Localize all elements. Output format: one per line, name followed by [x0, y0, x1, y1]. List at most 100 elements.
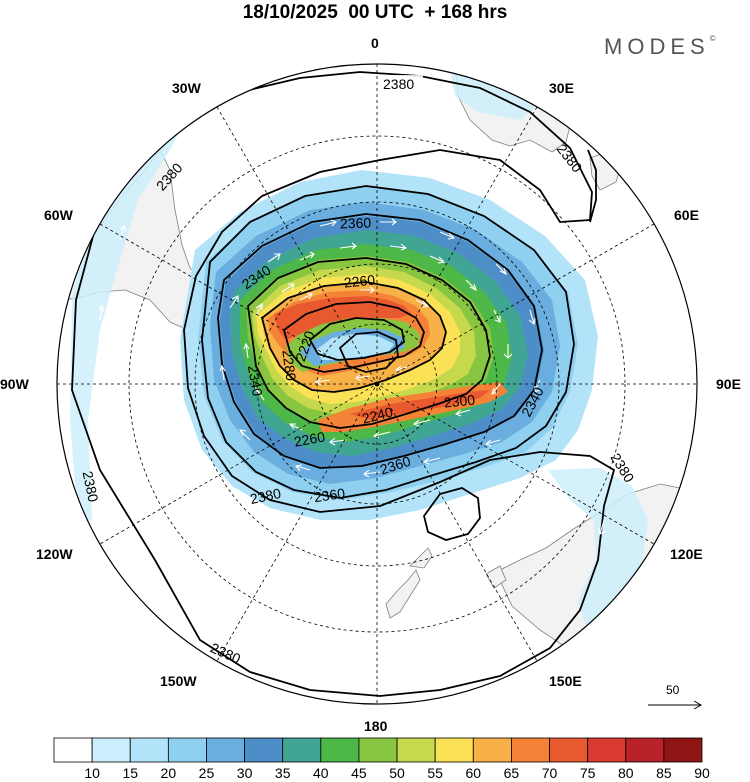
colorbar-tick-label: 10 — [84, 765, 100, 781]
contour-2380-ne-lobe — [587, 149, 597, 223]
contour-label: 2260 — [293, 428, 327, 449]
contour-label: 2380 — [249, 485, 283, 507]
contour-low-center — [338, 331, 399, 373]
wind-arrow — [243, 342, 250, 359]
longitude-label-150w: 150W — [160, 673, 197, 689]
land-tasmania — [485, 565, 507, 589]
contour-2220 — [308, 317, 405, 361]
colorbar-swatch — [549, 737, 589, 763]
longitude-label-120w: 120W — [36, 546, 73, 562]
wind-arrow — [491, 383, 501, 395]
wind-arrow — [380, 218, 397, 226]
wind-arrow — [299, 292, 313, 301]
map-title: 18/10/2025 00 UTC + 168 hrs — [242, 2, 508, 23]
contour-2340 — [217, 213, 543, 469]
colorbar-swatch — [91, 737, 131, 763]
colorbar-tick-label: 75 — [579, 765, 596, 781]
wind-arrow — [439, 231, 456, 240]
brand-name: MODES — [604, 34, 710, 59]
wind-arrow — [355, 373, 371, 382]
wind-arrow — [299, 251, 315, 261]
longitude-label-120e: 120E — [670, 546, 703, 562]
colorbar-swatch — [320, 737, 360, 763]
longitude-label-0: 0 — [371, 35, 379, 51]
wind-arrow — [503, 344, 513, 359]
wind-arrow — [339, 242, 357, 250]
colorbar-swatch — [129, 737, 169, 763]
wind-arrow — [415, 299, 430, 308]
colorbar-tick-label: 35 — [274, 765, 291, 781]
wind-arrow — [119, 224, 127, 241]
contour-label: 2380 — [383, 76, 414, 92]
reference-vector-label: 50 — [666, 683, 680, 697]
colorbar-tick-label: 65 — [503, 765, 520, 781]
contour-label: 2340 — [245, 364, 266, 398]
reference-vector-head — [693, 700, 703, 710]
longitude-label-60e: 60E — [674, 207, 699, 223]
contour-2240 — [282, 301, 425, 373]
wind-arrow — [495, 263, 507, 276]
colorbar-tick-label: 85 — [656, 765, 672, 781]
contour-2300 — [247, 257, 491, 429]
colorbar-swatch — [206, 737, 245, 763]
colorbar-swatch — [511, 737, 550, 763]
contour-closed-high — [423, 487, 481, 541]
wind-band-75 — [274, 296, 412, 340]
colorbar-tick-label: 15 — [122, 765, 139, 781]
colorbar-swatch — [167, 737, 207, 763]
colorbar-tick-label: 20 — [160, 765, 177, 781]
wind-arrow — [294, 464, 311, 472]
contour-label: 2300 — [443, 391, 476, 410]
copyright-mark: © — [709, 34, 716, 43]
wind-arrow — [315, 377, 331, 386]
latitude-circle — [128, 135, 626, 633]
longitude-label-90e: 90E — [716, 376, 741, 392]
brand-logo: MODES© — [604, 34, 716, 60]
wind-arrow — [219, 364, 226, 381]
wind-arrow — [422, 457, 441, 465]
contour-2380-outer — [71, 71, 616, 697]
wind-arrow — [533, 379, 541, 393]
colorbar — [53, 737, 703, 763]
colorbar-swatch — [434, 737, 474, 763]
wind-arrow — [528, 309, 536, 326]
wind-arrow — [239, 429, 251, 441]
colorbar-tick-label: 45 — [351, 765, 367, 781]
land-new-zealand — [385, 569, 421, 619]
longitude-label-30e: 30E — [549, 80, 574, 96]
wind-shading — [70, 70, 648, 640]
wind-arrow — [267, 253, 281, 263]
wind-arrow — [454, 409, 471, 417]
wind-arrow — [281, 283, 295, 293]
colorbar-tick-label: 80 — [617, 765, 634, 781]
wind-arrow — [229, 295, 239, 309]
wind-arrow — [389, 243, 408, 251]
wind-arrow — [255, 302, 263, 317]
contour-label: 2240 — [360, 404, 394, 427]
contour-label: 2360 — [313, 485, 346, 505]
wind-arrow — [598, 519, 606, 535]
longitude-label-180: 180 — [364, 718, 388, 734]
colorbar-tick-label: 40 — [313, 765, 329, 781]
contour-label: 2360 — [340, 214, 372, 231]
colorbar-swatch — [53, 737, 93, 763]
wind-arrow — [360, 286, 375, 294]
colorbar-swatch — [587, 737, 627, 763]
contour-label: 2280 — [279, 349, 299, 382]
wind-arrow — [493, 309, 501, 323]
colorbar-swatch — [472, 737, 512, 763]
land-new-zealand-north — [409, 547, 433, 569]
colorbar-tick-label: 60 — [465, 765, 482, 781]
wind-arrow — [319, 219, 337, 227]
contour-layer — [71, 71, 616, 697]
contour-labels: 2380 2380 2380 2380 2380 2380 2380 2360 … — [80, 75, 638, 667]
colorbar-tick-label: 55 — [427, 765, 443, 781]
colorbar-swatch — [396, 737, 436, 763]
wind-arrow — [484, 439, 501, 447]
wind-arrow — [97, 304, 105, 321]
colorbar-swatch — [663, 737, 703, 763]
colorbar-swatch — [625, 737, 665, 763]
colorbar-tick-label: 70 — [541, 765, 558, 781]
longitude-label-90w: 90W — [0, 376, 29, 392]
